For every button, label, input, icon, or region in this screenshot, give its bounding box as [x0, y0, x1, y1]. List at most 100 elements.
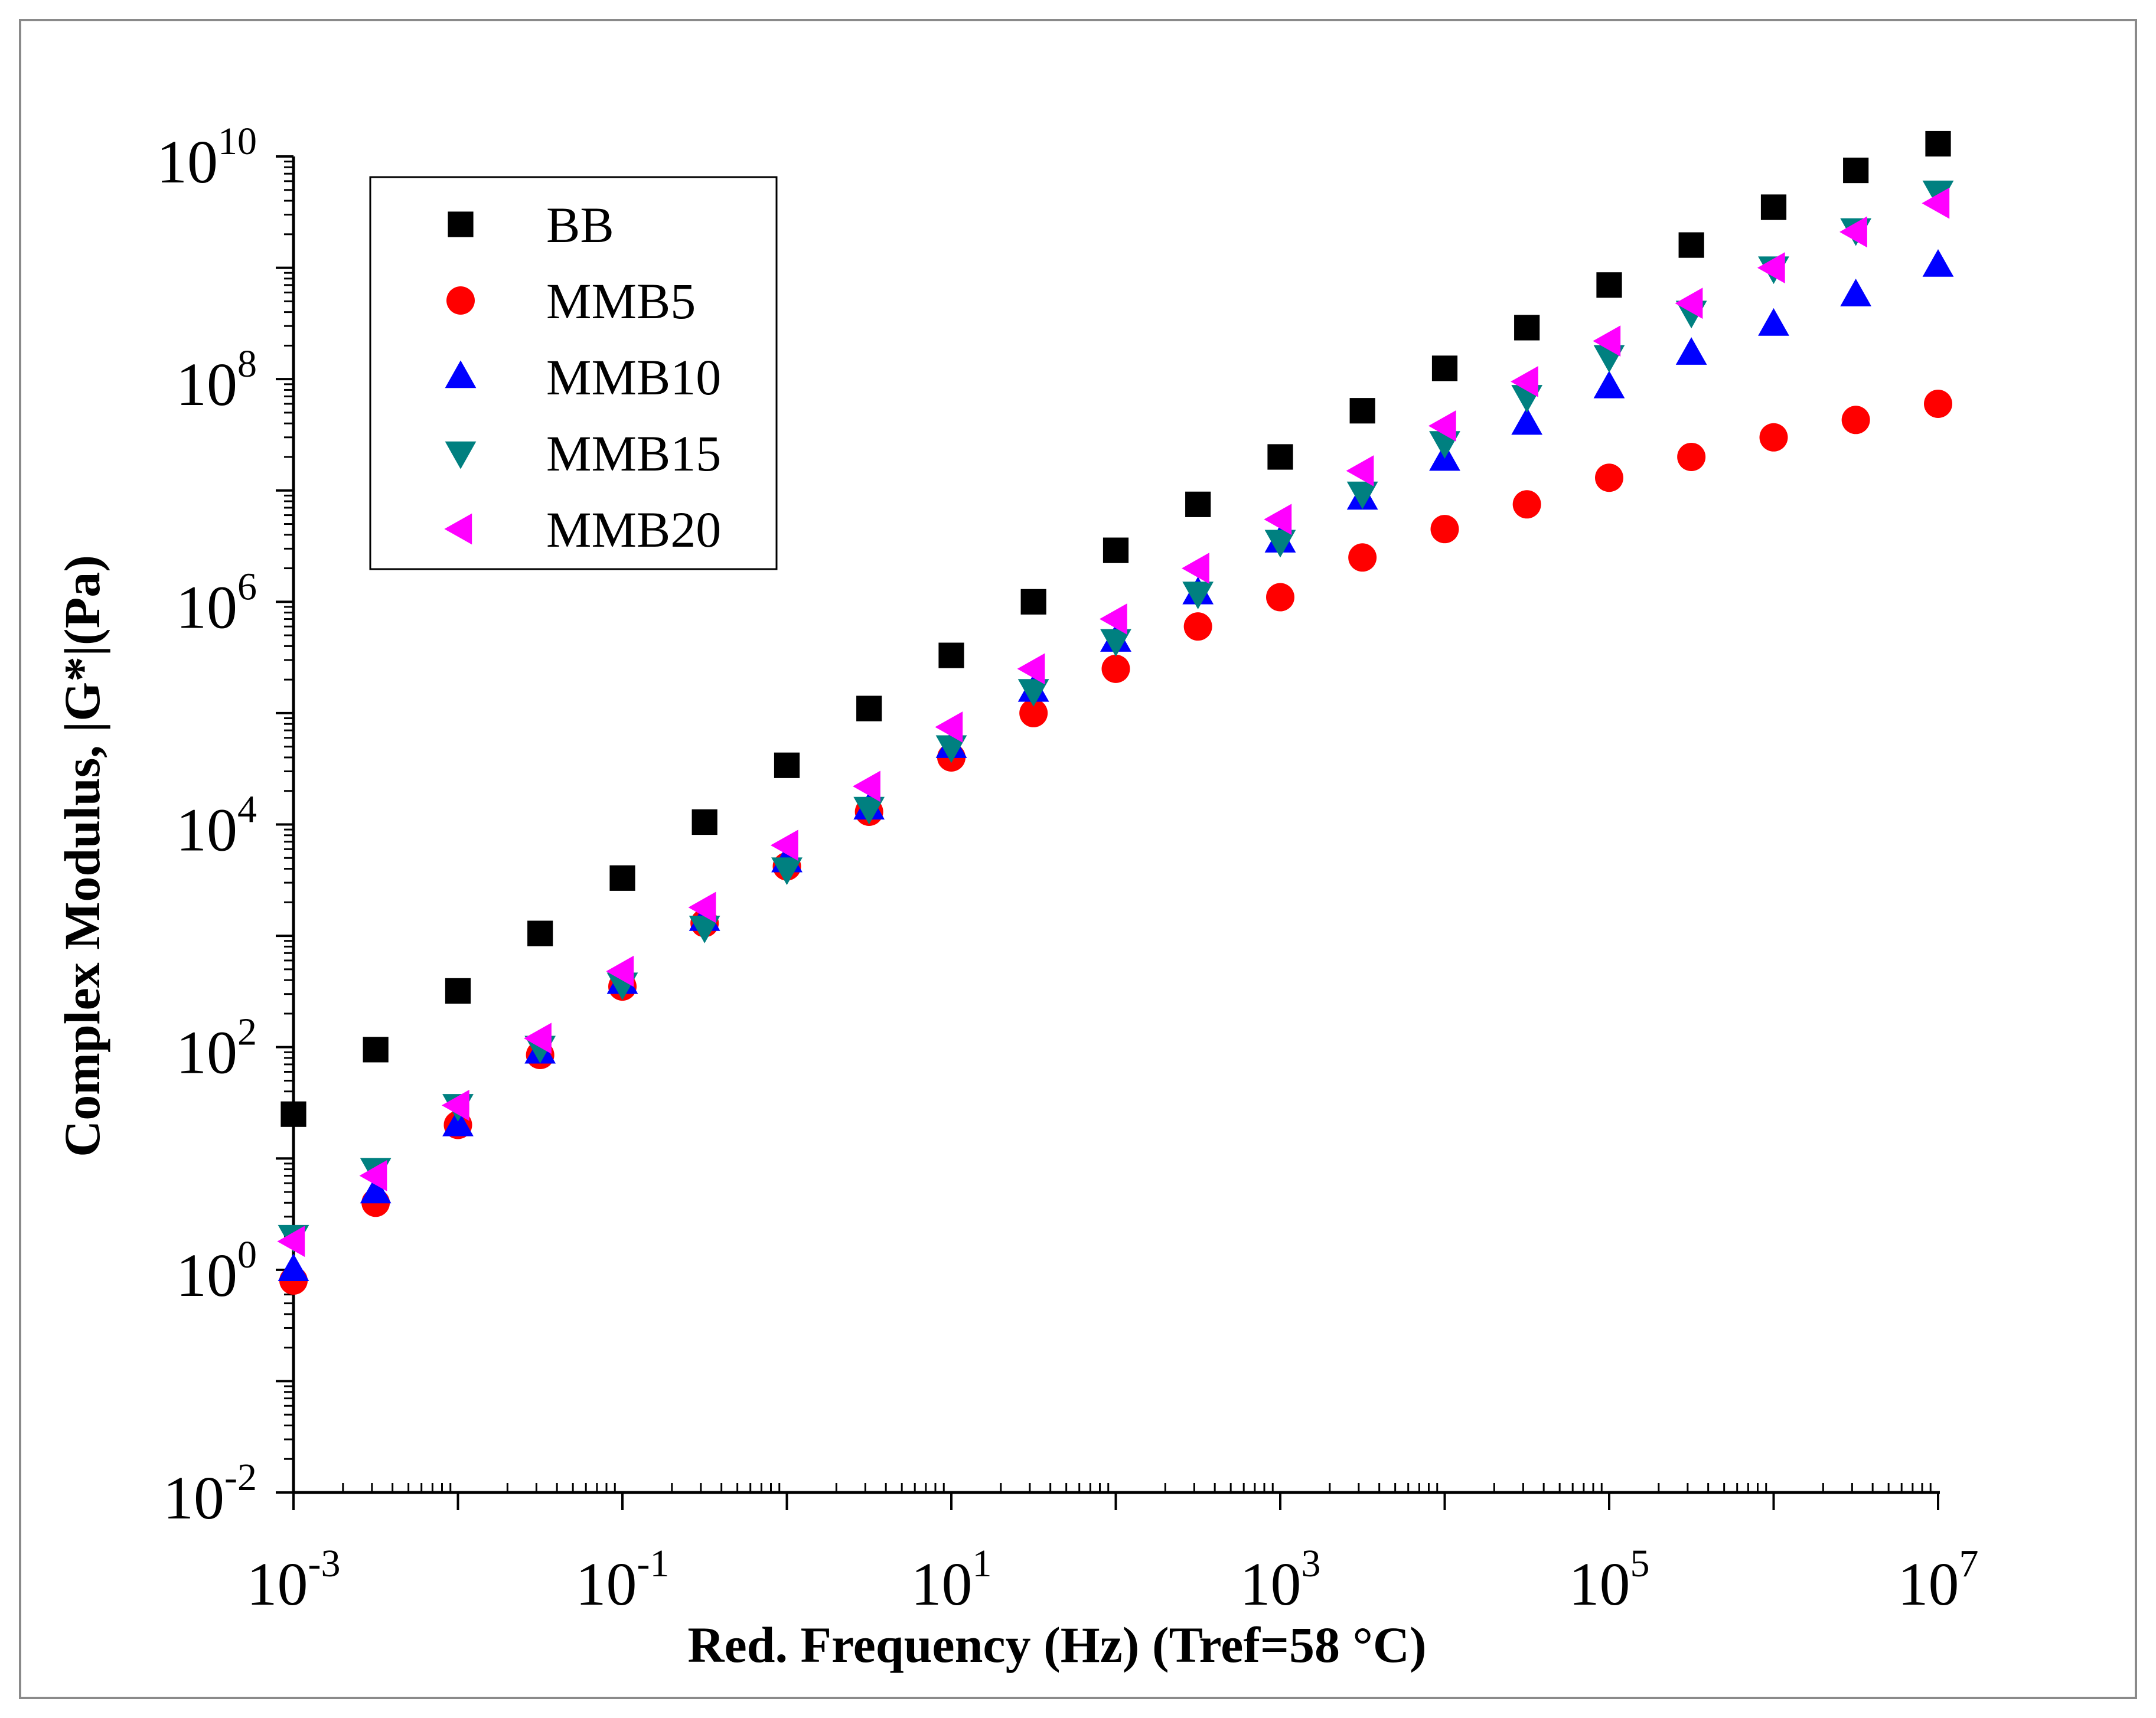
data-point-bb: [1185, 491, 1211, 517]
data-point-bb: [1103, 537, 1129, 563]
data-point-mmb10: [1922, 249, 1954, 277]
legend-label-mmb5: MMB5: [546, 273, 696, 329]
data-point-bb: [527, 920, 553, 946]
data-point-mmb5: [1595, 463, 1623, 492]
data-point-mmb20: [1922, 187, 1950, 219]
y-tick-label: 10-2: [163, 1456, 257, 1532]
legend-label-mmb10: MMB10: [546, 349, 721, 406]
data-point-bb: [1349, 398, 1375, 424]
legend: BB MMB5 MMB10 MMB15 MMB20: [369, 176, 778, 570]
data-point-mmb20: [1099, 603, 1127, 635]
data-point-mmb10: [1758, 308, 1789, 336]
data-point-mmb20: [606, 955, 634, 987]
data-point-bb: [856, 695, 882, 721]
data-point-mmb20: [1757, 252, 1785, 283]
data-point-mmb15: [689, 915, 720, 943]
legend-marker-mmb20: [444, 513, 472, 545]
data-point-bb: [1843, 157, 1869, 184]
y-tick-label: 108: [176, 342, 257, 419]
data-point-mmb15: [853, 796, 885, 825]
x-tick-label: 103: [1240, 1542, 1321, 1618]
legend-label-mmb15: MMB15: [546, 425, 721, 482]
data-point-mmb20: [688, 891, 716, 923]
data-point-bb: [280, 1101, 306, 1127]
data-point-mmb5: [1677, 442, 1706, 471]
data-point-bb: [1760, 194, 1787, 220]
data-point-mmb10: [360, 1175, 392, 1204]
series-mmb20: [277, 187, 1950, 1258]
data-point-bb: [363, 1037, 389, 1063]
data-point-bb: [1514, 315, 1540, 341]
data-point-mmb5: [1924, 390, 1952, 419]
data-point-mmb20: [359, 1160, 387, 1191]
data-point-mmb5: [1183, 612, 1212, 641]
y-tick-label: 102: [176, 1011, 257, 1087]
data-point-mmb5: [1348, 543, 1377, 572]
data-point-mmb15: [1264, 530, 1296, 558]
data-point-bb: [1431, 355, 1458, 381]
legend-box: [369, 176, 778, 570]
data-point-mmb5: [1266, 583, 1294, 612]
data-point-mmb20: [524, 1023, 552, 1054]
data-point-mmb10: [278, 1253, 309, 1282]
x-tick-label: 10-3: [247, 1542, 341, 1618]
data-point-mmb20: [277, 1226, 305, 1258]
series-bb: [280, 130, 1951, 1127]
legend-marker-mmb5: [446, 286, 475, 315]
x-axis-label: Red. Frequency (Hz) (Tref=58 °C): [687, 1616, 1426, 1673]
data-point-mmb15: [1017, 679, 1049, 707]
y-tick-label: 106: [176, 565, 257, 641]
y-axis-label: Complex Modulus, |G*|(Pa): [54, 555, 110, 1157]
legend-marker-mmb15: [445, 441, 477, 469]
data-point-bb: [692, 809, 717, 835]
data-point-mmb20: [1511, 365, 1538, 397]
data-point-mmb10: [1593, 370, 1625, 399]
data-point-bb: [1020, 589, 1046, 615]
data-point-mmb20: [1264, 504, 1292, 535]
data-point-bb: [445, 978, 471, 1004]
data-point-mmb15: [935, 735, 967, 763]
data-point-mmb20: [1593, 325, 1621, 357]
data-point-mmb20: [1839, 216, 1867, 248]
data-point-mmb15: [1346, 481, 1378, 509]
data-point-bb: [1925, 130, 1951, 157]
data-point-mmb15: [771, 857, 803, 886]
data-point-mmb10: [442, 1108, 474, 1136]
x-tick-label: 107: [1898, 1542, 1979, 1618]
legend-label-bb: BB: [546, 197, 614, 253]
data-point-mmb5: [1841, 406, 1870, 435]
data-point-mmb10: [1511, 407, 1543, 435]
data-point-mmb15: [1100, 629, 1131, 657]
y-tick-label: 100: [176, 1233, 257, 1309]
data-point-mmb10: [1840, 279, 1872, 306]
data-point-mmb5: [1019, 698, 1048, 727]
x-tick-label: 105: [1569, 1542, 1650, 1618]
legend-label-mmb20: MMB20: [546, 501, 721, 558]
data-point-mmb20: [441, 1089, 469, 1121]
y-tick-label: 1010: [156, 120, 257, 196]
data-point-mmb5: [1512, 490, 1541, 519]
data-point-mmb20: [1675, 288, 1703, 319]
data-point-mmb10: [1675, 337, 1707, 365]
data-point-mmb5: [1759, 423, 1788, 452]
minor-ticks: [284, 161, 1932, 1492]
x-tick-labels: 10-3 10-1 101 103 105 107: [247, 1542, 1979, 1618]
legend-marker-mmb10: [445, 360, 477, 388]
y-tick-labels: 10-2 100 102 104 106 108 1010: [156, 120, 257, 1532]
data-point-mmb20: [1346, 455, 1374, 486]
data-point-bb: [1678, 232, 1704, 258]
data-point-mmb20: [853, 770, 880, 802]
data-point-mmb5: [1101, 654, 1130, 683]
x-tick-label: 101: [911, 1542, 992, 1618]
data-point-bb: [609, 865, 635, 891]
data-point-mmb20: [1017, 653, 1045, 685]
data-point-bb: [1596, 272, 1622, 298]
data-point-bb: [938, 642, 964, 668]
legend-marker-bb: [448, 211, 474, 237]
data-point-mmb15: [1182, 582, 1214, 610]
x-tick-label: 10-1: [576, 1542, 670, 1618]
y-tick-label: 104: [176, 788, 257, 864]
data-point-bb: [1267, 444, 1293, 470]
data-point-mmb20: [935, 711, 963, 743]
